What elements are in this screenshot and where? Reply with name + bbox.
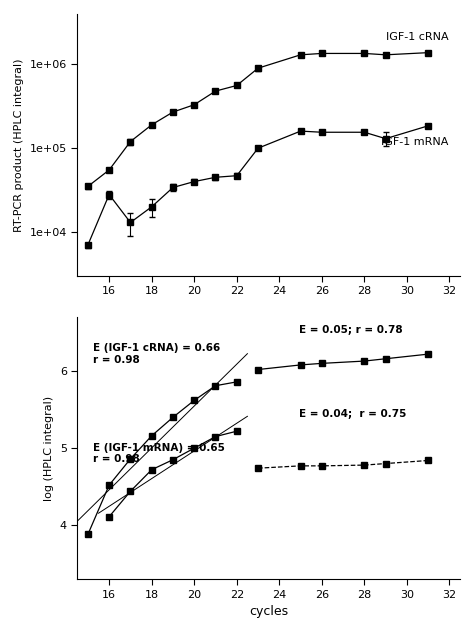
Text: E (IGF-1 cRNA) = 0.66
r = 0.98: E (IGF-1 cRNA) = 0.66 r = 0.98 xyxy=(92,343,220,365)
X-axis label: cycles: cycles xyxy=(249,605,288,618)
Text: E = 0.04;  r = 0.75: E = 0.04; r = 0.75 xyxy=(299,409,407,419)
Text: IGF-1 cRNA: IGF-1 cRNA xyxy=(386,32,448,42)
Text: E (IGF-1 mRNA) = 0.65
r = 0.98: E (IGF-1 mRNA) = 0.65 r = 0.98 xyxy=(92,443,224,465)
Text: E = 0.05; r = 0.78: E = 0.05; r = 0.78 xyxy=(299,325,403,335)
Y-axis label: RT-PCR product (HPLC integral): RT-PCR product (HPLC integral) xyxy=(14,58,24,232)
Y-axis label: log (HPLC integral): log (HPLC integral) xyxy=(44,396,54,501)
Text: IGF-1 mRNA: IGF-1 mRNA xyxy=(381,137,448,147)
